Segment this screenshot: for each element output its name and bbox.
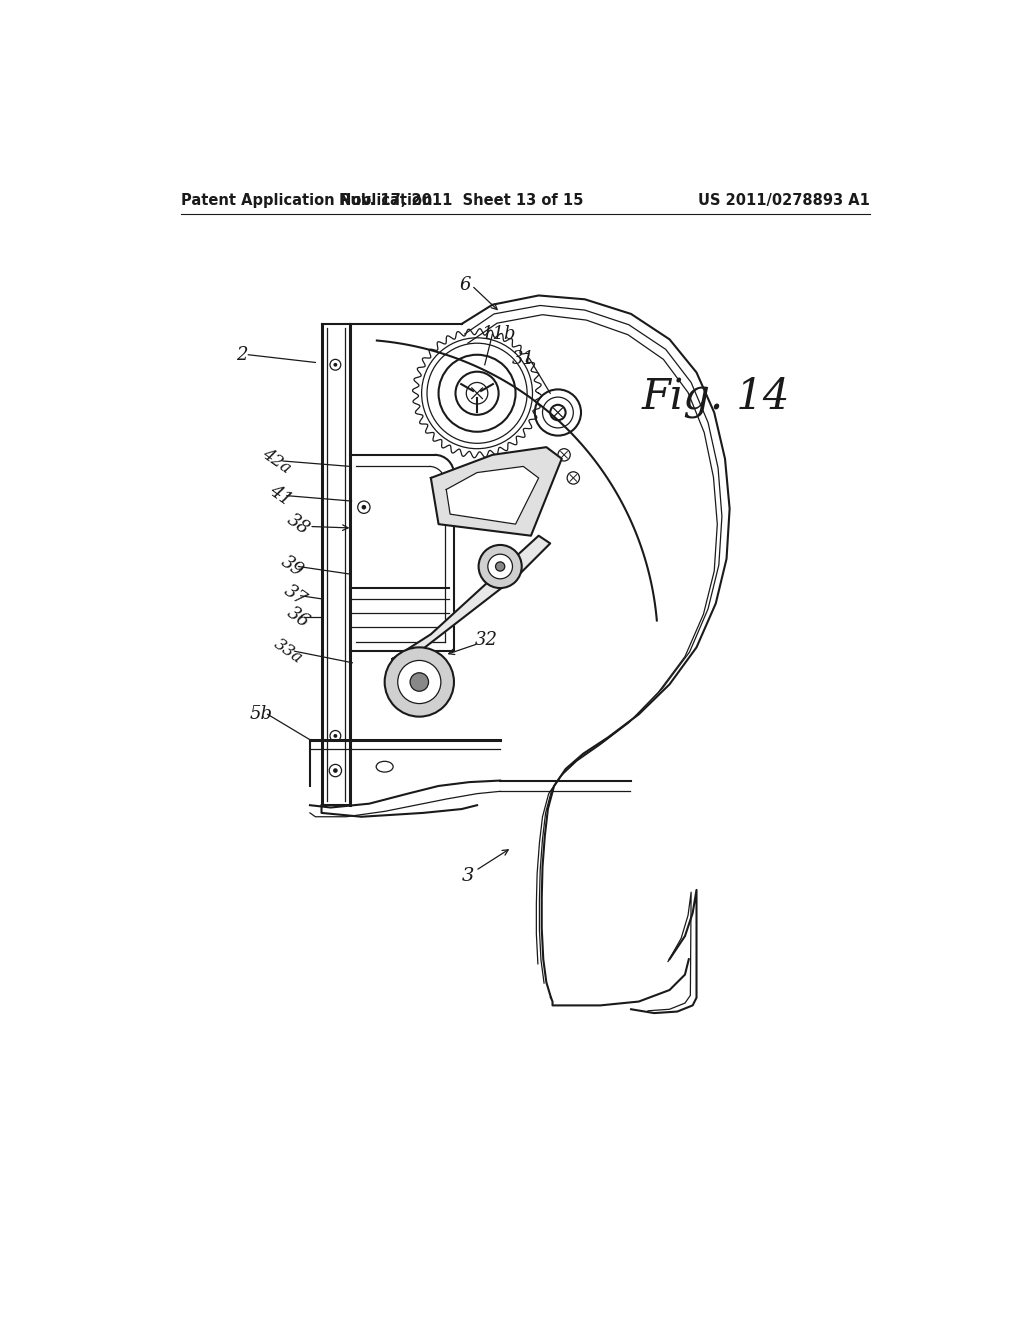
Polygon shape xyxy=(392,536,550,667)
Text: 5b: 5b xyxy=(250,705,273,723)
Text: 42a: 42a xyxy=(259,445,295,477)
Text: 33a: 33a xyxy=(270,635,306,667)
Circle shape xyxy=(487,554,512,578)
Text: US 2011/0278893 A1: US 2011/0278893 A1 xyxy=(698,193,869,209)
Circle shape xyxy=(333,768,338,774)
Circle shape xyxy=(361,506,367,510)
Text: Fig. 14: Fig. 14 xyxy=(642,376,790,418)
Polygon shape xyxy=(431,447,562,536)
Circle shape xyxy=(334,363,337,367)
Text: 39: 39 xyxy=(278,553,307,581)
Circle shape xyxy=(478,545,521,589)
Circle shape xyxy=(385,647,454,717)
Text: Nov. 17, 2011  Sheet 13 of 15: Nov. 17, 2011 Sheet 13 of 15 xyxy=(340,193,584,209)
Text: 31: 31 xyxy=(512,350,535,367)
Text: 36: 36 xyxy=(283,603,312,631)
Text: Patent Application Publication: Patent Application Publication xyxy=(180,193,432,209)
Text: 41: 41 xyxy=(266,482,295,510)
Polygon shape xyxy=(446,466,539,524)
Circle shape xyxy=(397,660,441,704)
Circle shape xyxy=(496,562,505,572)
Text: 6: 6 xyxy=(460,276,471,294)
Text: 37: 37 xyxy=(280,582,309,610)
Text: 38: 38 xyxy=(284,511,313,539)
Circle shape xyxy=(410,673,429,692)
Circle shape xyxy=(334,734,337,738)
Text: 11b: 11b xyxy=(481,325,516,343)
Text: 32: 32 xyxy=(475,631,498,649)
Text: 3: 3 xyxy=(462,867,474,884)
Text: 2: 2 xyxy=(237,346,248,364)
